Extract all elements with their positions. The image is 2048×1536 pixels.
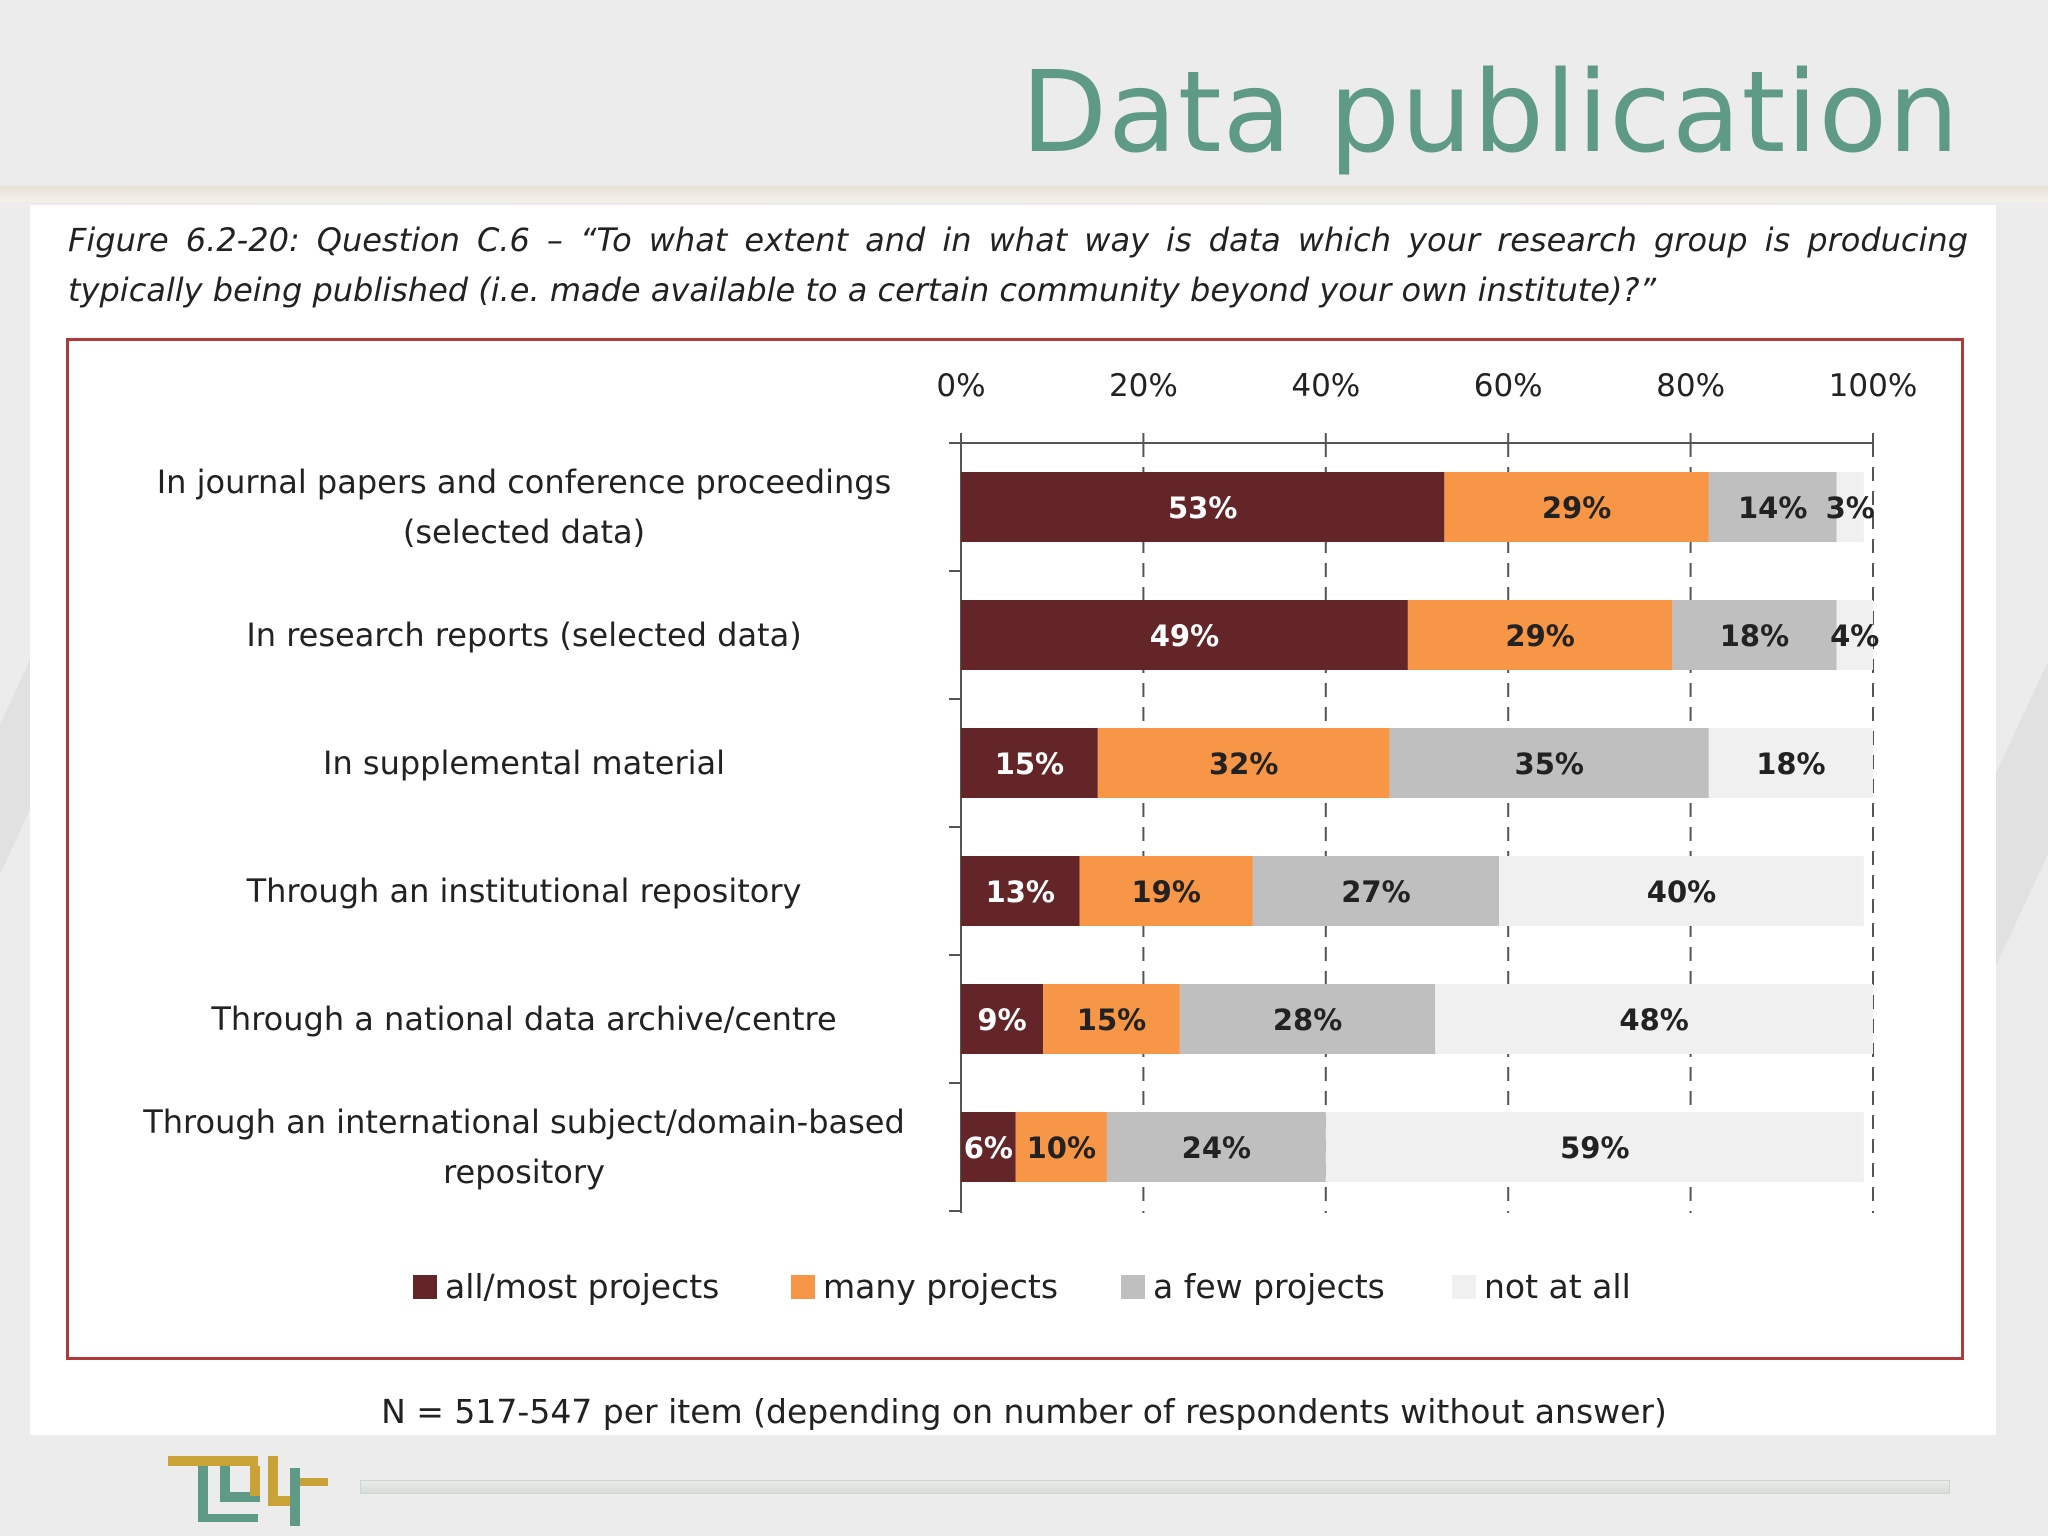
slide-title: Data publication [1020, 48, 1960, 178]
data-label: 35% [1515, 747, 1584, 781]
category-label: Through a national data archive/centre [210, 1000, 836, 1038]
data-label: 48% [1619, 1003, 1688, 1037]
bar-segment [1435, 984, 1873, 1054]
bar-segment [961, 1112, 1016, 1182]
bar-segment [961, 600, 1408, 670]
data-label: 59% [1560, 1131, 1629, 1165]
data-label: 18% [1756, 747, 1825, 781]
data-label: 18% [1720, 619, 1789, 653]
legend-swatch [1452, 1275, 1476, 1299]
bar-segment [1672, 600, 1837, 670]
bar-segment [1708, 728, 1873, 798]
x-tick-label: 20% [1109, 368, 1178, 404]
sample-size-note: N = 517-547 per item (depending on numbe… [381, 1392, 1667, 1431]
bar-segment [1444, 472, 1709, 542]
data-label: 13% [986, 875, 1055, 909]
data-label: 4% [1830, 619, 1879, 653]
x-tick-label: 0% [936, 368, 985, 404]
x-tick-label: 40% [1291, 368, 1360, 404]
data-label: 15% [1077, 1003, 1146, 1037]
category-label: In journal papers and conference proceed… [157, 463, 892, 501]
title-divider [0, 186, 2048, 202]
bar-segment [1252, 856, 1500, 926]
footer-divider [360, 1480, 1950, 1494]
legend-swatch [1121, 1275, 1145, 1299]
data-label: 53% [1168, 491, 1237, 525]
legend-label: many projects [823, 1267, 1058, 1306]
data-label: 10% [1027, 1131, 1096, 1165]
data-label: 28% [1273, 1003, 1342, 1037]
bar-segment [1708, 472, 1837, 542]
data-label: 3% [1826, 491, 1875, 525]
data-label: 32% [1209, 747, 1278, 781]
institution-logo [168, 1456, 328, 1526]
bar-segment [1325, 1112, 1864, 1182]
bar-segment [1043, 984, 1180, 1054]
legend-label: all/most projects [445, 1267, 719, 1306]
bar-segment [1079, 856, 1253, 926]
bar-segment [1407, 600, 1673, 670]
bar-segment [1097, 728, 1390, 798]
figure-caption: Figure 6.2-20: Question C.6 – “To what e… [68, 221, 1968, 309]
data-label: 24% [1182, 1131, 1251, 1165]
data-label: 49% [1150, 619, 1219, 653]
bar-segment [961, 984, 1044, 1054]
bar-segment [1499, 856, 1864, 926]
legend-label: not at all [1484, 1267, 1631, 1306]
bar-segment [1389, 728, 1709, 798]
data-label: 29% [1542, 491, 1611, 525]
data-label: 6% [964, 1131, 1013, 1165]
bar-segment [1179, 984, 1436, 1054]
bar-segment [1106, 1112, 1326, 1182]
x-tick-label: 80% [1656, 368, 1725, 404]
bar-segment [961, 856, 1080, 926]
data-label: 27% [1341, 875, 1410, 909]
category-label: In supplemental material [323, 744, 725, 782]
x-tick-label: 60% [1474, 368, 1543, 404]
category-label: Through an institutional repository [246, 872, 802, 910]
legend-swatch [413, 1275, 437, 1299]
category-label: repository [443, 1153, 605, 1191]
data-label: 15% [995, 747, 1064, 781]
bar-segment [961, 728, 1098, 798]
data-label: 29% [1505, 619, 1574, 653]
data-label: 9% [977, 1003, 1026, 1037]
bar-segment [1836, 600, 1873, 670]
data-label: 14% [1738, 491, 1807, 525]
data-label: 40% [1647, 875, 1716, 909]
stacked-bar-chart: 0% 20% 40% 60% 80% 100% In journal papers and … [142, 368, 1918, 1306]
category-label: Through an international subject/domain-… [142, 1103, 905, 1141]
legend-swatch [791, 1275, 815, 1299]
bar-segment [1015, 1112, 1107, 1182]
bar-segment [961, 472, 1445, 542]
category-label: In research reports (selected data) [246, 616, 801, 654]
legend-label: a few projects [1153, 1267, 1385, 1306]
bar-segment [1836, 472, 1864, 542]
x-tick-label: 100% [1829, 368, 1918, 404]
data-label: 19% [1131, 875, 1200, 909]
category-label: (selected data) [403, 513, 645, 551]
